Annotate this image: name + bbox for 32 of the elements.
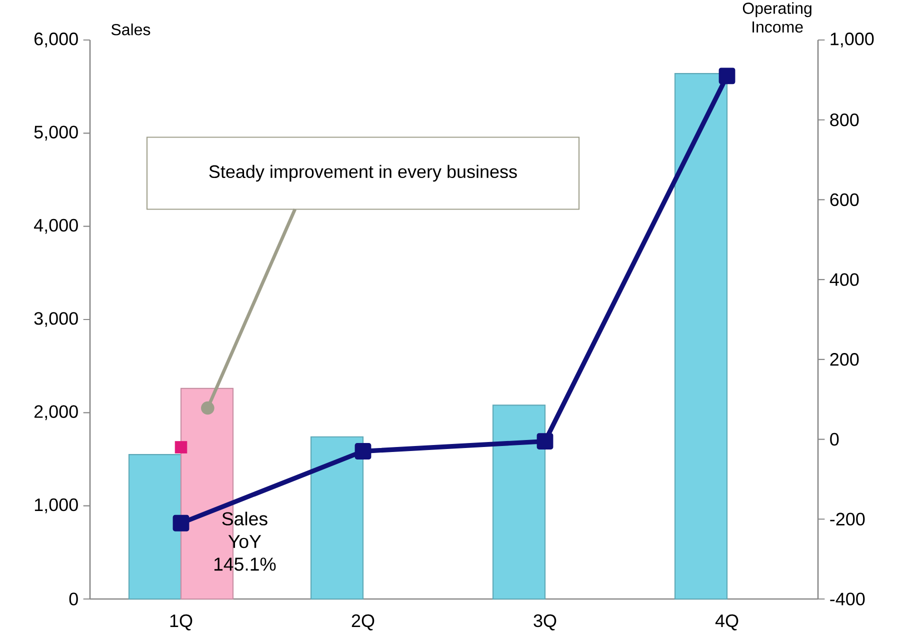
point bbox=[174, 441, 188, 454]
point bbox=[354, 443, 372, 460]
point bbox=[172, 514, 190, 532]
point bbox=[718, 68, 736, 84]
y-tick-label: 5,000 bbox=[34, 126, 78, 141]
y-tick-label: 4,000 bbox=[34, 218, 78, 234]
y-tick-label: 0 bbox=[69, 592, 78, 606]
point bbox=[536, 433, 554, 450]
annotation: Steady improvement in every business bbox=[209, 164, 517, 182]
x-tick-label: 1Q bbox=[170, 614, 192, 630]
y-tick-label: 1,000 bbox=[34, 498, 78, 514]
y-tick-label: 3,000 bbox=[34, 312, 78, 327]
y2-tick-label: 400 bbox=[830, 273, 859, 286]
y2-tick-label: 200 bbox=[830, 353, 859, 366]
y-tick-label: 6,000 bbox=[34, 32, 78, 48]
y-tick-label: 2,000 bbox=[34, 405, 78, 420]
y2-axis-title: Operating Income bbox=[742, 2, 812, 33]
x-tick-label: 4Q bbox=[715, 614, 738, 630]
y2-tick-label: 1,000 bbox=[830, 32, 874, 48]
bar bbox=[492, 404, 546, 600]
bar bbox=[128, 454, 182, 600]
bar bbox=[310, 436, 364, 600]
y-axis-title: Sales bbox=[111, 24, 150, 36]
annotation: Sales YoY 145.1% bbox=[214, 512, 276, 571]
bar bbox=[674, 73, 728, 600]
y2-tick-label: 0 bbox=[830, 432, 839, 446]
y2-tick-label: -400 bbox=[830, 592, 865, 606]
y2-tick-label: -200 bbox=[830, 512, 865, 526]
x-tick-label: 3Q bbox=[534, 614, 556, 630]
x-tick-label: 2Q bbox=[352, 614, 374, 630]
y2-tick-label: 600 bbox=[830, 193, 859, 206]
y2-tick-label: 800 bbox=[830, 113, 859, 126]
